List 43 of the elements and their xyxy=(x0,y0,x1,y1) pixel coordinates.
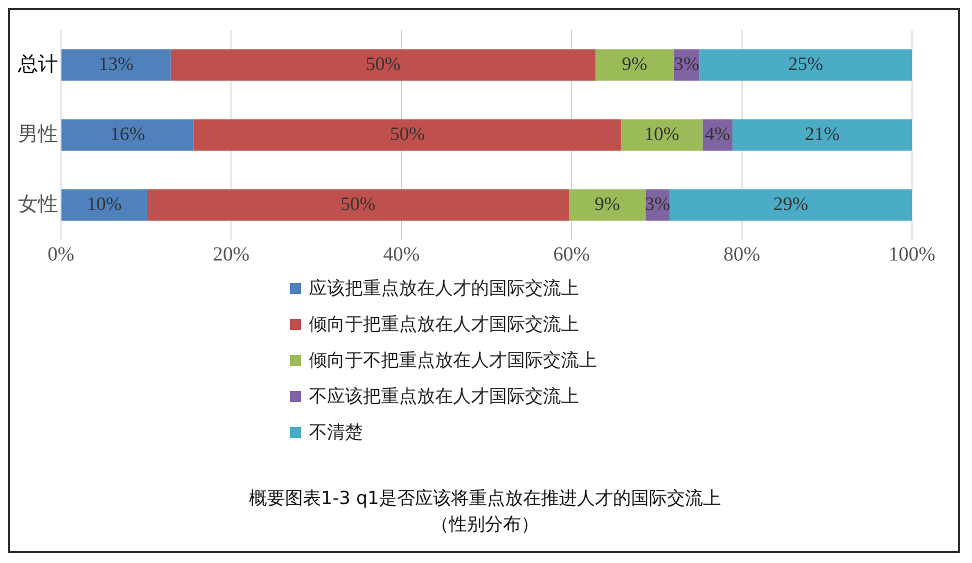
legend-label: 不清楚 xyxy=(309,421,363,444)
bar xyxy=(569,189,646,221)
legend-label: 应该把重点放在人才的国际交流上 xyxy=(309,277,579,300)
data-label: 9% xyxy=(622,54,648,75)
bar xyxy=(194,119,621,151)
data-label: 50% xyxy=(366,54,401,75)
bar xyxy=(595,49,674,81)
data-label: 29% xyxy=(773,194,808,215)
x-tick-label: 60% xyxy=(553,243,590,266)
bar xyxy=(146,189,570,221)
x-tick-label: 100% xyxy=(888,243,936,266)
x-tick-label: 20% xyxy=(212,243,250,266)
legend-label: 倾向于不把重点放在人才国际交流上 xyxy=(309,349,597,372)
data-label: 25% xyxy=(788,54,824,75)
bar xyxy=(732,119,912,151)
text: （性别分布） xyxy=(430,513,540,537)
data-label: 13% xyxy=(98,54,134,75)
y-tick-label: 女性 xyxy=(18,194,58,216)
text: 概要图表1-3 q1是否应该将重点放在推进人才的国际交流上 xyxy=(248,487,722,511)
data-label: 10% xyxy=(86,194,122,215)
data-label: 3% xyxy=(644,194,670,215)
data-label: 50% xyxy=(390,124,425,145)
data-label: 9% xyxy=(594,194,620,215)
bar xyxy=(669,189,912,221)
bar xyxy=(620,119,703,151)
bar xyxy=(62,189,147,221)
bar xyxy=(62,119,194,151)
data-label: 3% xyxy=(674,54,700,75)
x-tick-label: 40% xyxy=(383,243,420,266)
x-tick-label: 0% xyxy=(48,243,74,266)
x-tick-label: 80% xyxy=(723,243,760,266)
data-label: 10% xyxy=(644,124,680,145)
y-tick-label: 男性 xyxy=(18,124,58,146)
y-tick-label: 总计 xyxy=(17,54,58,76)
data-label: 16% xyxy=(110,124,146,145)
data-label: 50% xyxy=(340,194,376,215)
legend-label: 倾向于把重点放在人才国际交流上 xyxy=(309,313,579,336)
bar xyxy=(62,49,171,81)
legend-label: 不应该把重点放在人才国际交流上 xyxy=(309,385,579,408)
bar xyxy=(170,49,596,81)
data-label: 21% xyxy=(804,124,840,145)
bar xyxy=(699,49,912,81)
data-label: 4% xyxy=(704,124,730,145)
